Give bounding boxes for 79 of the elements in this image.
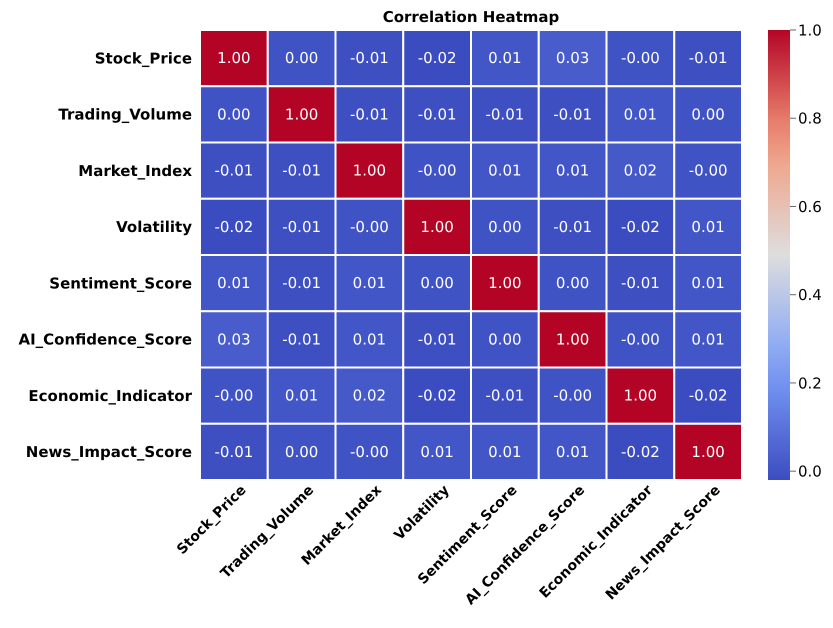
data-label: -0.00: [350, 218, 389, 236]
data-label: -0.00: [418, 162, 457, 180]
y-tick-label: Volatility: [116, 218, 192, 236]
data-label: 0.00: [217, 105, 251, 124]
data-label: -0.01: [485, 105, 524, 124]
y-tick-label: Market_Index: [78, 162, 192, 180]
data-label: -0.00: [553, 386, 592, 405]
data-label: 0.01: [488, 442, 522, 461]
data-label: 0.01: [352, 274, 386, 292]
y-tick-label: Economic_Indicator: [28, 386, 193, 405]
data-label: -0.02: [620, 442, 660, 461]
data-label: 0.01: [284, 386, 318, 405]
data-label: -0.01: [214, 442, 254, 461]
data-label: 0.01: [691, 218, 725, 236]
y-tick-label: News_Impact_Score: [26, 443, 192, 462]
data-label: 1.00: [691, 442, 725, 461]
data-label: -0.01: [485, 386, 524, 405]
color-bar-label: 0.0: [798, 462, 822, 480]
data-label: -0.02: [418, 49, 457, 68]
data-label: 0.01: [488, 49, 522, 68]
y-tick-label: Trading_Volume: [58, 106, 192, 124]
color-bar-label: 0.4: [798, 286, 822, 304]
data-label: -0.01: [282, 330, 322, 348]
data-label: -0.01: [418, 105, 457, 124]
data-label: -0.00: [350, 442, 389, 461]
data-label: 1.00: [284, 105, 318, 124]
data-label: -0.01: [282, 274, 322, 292]
data-label: -0.00: [620, 49, 660, 68]
data-label: 0.01: [217, 274, 251, 292]
data-label: -0.01: [553, 105, 592, 124]
data-label: -0.02: [620, 218, 660, 236]
data-label: -0.02: [214, 218, 254, 236]
color-bar-label: 0.2: [798, 374, 822, 392]
color-bar-label: 0.8: [798, 110, 822, 128]
data-label: 1.00: [556, 330, 590, 348]
data-label: 0.01: [556, 162, 590, 180]
data-label: 0.01: [691, 330, 725, 348]
data-label: -0.00: [214, 386, 254, 405]
data-label: 0.01: [624, 105, 658, 124]
data-label: 0.03: [217, 330, 251, 348]
data-label: 0.00: [556, 274, 590, 292]
data-label: 0.02: [624, 162, 658, 180]
y-tick-label: Stock_Price: [94, 49, 192, 68]
data-label: 1.00: [352, 162, 386, 180]
data-label: -0.00: [620, 330, 660, 348]
data-label: -0.01: [214, 162, 254, 180]
data-label: 0.01: [488, 162, 522, 180]
data-label: 1.00: [420, 218, 454, 236]
data-label: -0.01: [350, 49, 389, 68]
data-label: -0.02: [688, 386, 728, 405]
chart-title: Correlation Heatmap: [382, 8, 560, 26]
data-label: 0.01: [352, 330, 386, 348]
data-label: -0.01: [282, 162, 322, 180]
data-label: -0.01: [553, 218, 592, 236]
y-tick-label: AI_Confidence_Score: [18, 330, 192, 349]
data-label: 0.01: [691, 274, 725, 292]
data-label: 0.01: [556, 442, 590, 461]
color-bar-label: 1.0: [798, 21, 822, 40]
data-label: 0.00: [420, 274, 454, 292]
data-label: 1.00: [624, 386, 658, 405]
data-label: 1.00: [488, 274, 522, 292]
data-label: -0.02: [418, 386, 457, 405]
data-label: -0.01: [620, 274, 660, 292]
data-label: 0.01: [420, 442, 454, 461]
color-bar-label: 0.6: [798, 198, 822, 216]
data-label: -0.01: [350, 105, 389, 124]
data-label: -0.00: [688, 162, 728, 180]
data-label: 0.02: [352, 386, 386, 405]
data-label: 0.03: [556, 49, 590, 68]
data-label: 0.00: [488, 218, 522, 236]
data-label: 1.00: [217, 49, 251, 68]
data-label: 0.00: [691, 105, 725, 124]
data-label: -0.01: [688, 49, 728, 68]
data-label: -0.01: [282, 218, 322, 236]
data-label: 0.00: [284, 442, 318, 461]
data-label: 0.00: [488, 330, 522, 348]
y-tick-label: Sentiment_Score: [49, 274, 192, 292]
data-label: 0.00: [284, 49, 318, 68]
data-label: -0.01: [418, 330, 457, 348]
